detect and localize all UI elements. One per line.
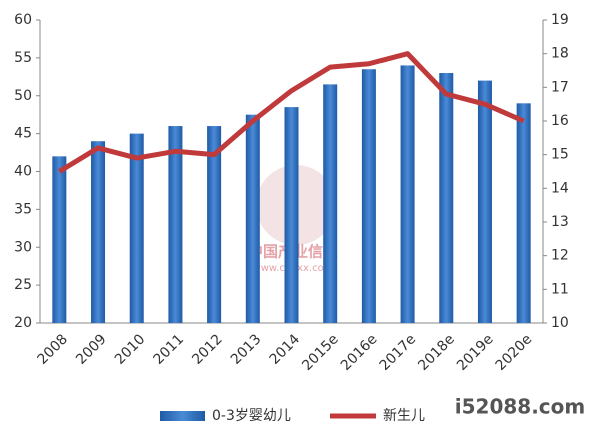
y2-tick-label: 17	[551, 79, 569, 95]
legend-label: 新生儿	[383, 408, 425, 424]
x-tick-label: 2011	[151, 331, 188, 368]
y-tick-label: 50	[14, 88, 32, 104]
y2-tick-label: 10	[551, 315, 569, 331]
x-tick-label: 2018e	[415, 331, 458, 374]
y-tick-label: 35	[14, 201, 32, 217]
x-tick-label: 2020e	[493, 331, 536, 374]
y-tick-label: 55	[14, 50, 32, 66]
bar	[245, 114, 260, 323]
x-tick-label: 2012	[189, 331, 226, 368]
x-tick-label: 2008	[34, 331, 71, 368]
y-tick-label: 30	[14, 239, 32, 255]
watermark: i52088.com	[455, 395, 585, 419]
y2-tick-label: 18	[551, 46, 569, 62]
y-tick-label: 60	[14, 12, 32, 28]
y2-tick-label: 15	[551, 147, 569, 163]
y2-tick-label: 14	[551, 180, 569, 196]
y-tick-label: 40	[14, 164, 32, 180]
x-tick-label: 2014	[267, 331, 304, 368]
legend-label: 0-3岁婴幼儿	[212, 408, 291, 424]
line	[58, 51, 525, 174]
bar	[323, 84, 338, 323]
y-tick-label: 20	[14, 315, 32, 331]
bar	[91, 141, 106, 323]
bar	[477, 80, 492, 323]
bar	[516, 103, 531, 323]
bar	[439, 73, 454, 324]
bar	[400, 65, 415, 323]
y-tick-label: 25	[14, 277, 32, 293]
bar	[361, 69, 376, 323]
y2-tick-label: 12	[551, 248, 569, 264]
x-tick-label: 2010	[112, 331, 149, 368]
bar	[52, 156, 67, 323]
y2-tick-label: 19	[551, 12, 569, 28]
y-tick-label: 45	[14, 126, 32, 142]
bar	[207, 126, 222, 323]
x-tick-label: 2009	[73, 331, 110, 368]
x-tick-label: 2013	[228, 331, 265, 368]
x-tick-label: 2015e	[299, 331, 342, 374]
y2-tick-label: 11	[551, 281, 569, 297]
x-tick-label: 2019e	[454, 331, 497, 374]
bar	[284, 107, 299, 323]
y2-tick-label: 16	[551, 113, 569, 129]
y2-tick-label: 13	[551, 214, 569, 230]
legend-swatch	[160, 411, 205, 421]
bar	[129, 133, 144, 323]
x-tick-label: 2017e	[377, 331, 420, 374]
x-tick-label: 2016e	[338, 331, 381, 374]
bar	[168, 126, 183, 323]
